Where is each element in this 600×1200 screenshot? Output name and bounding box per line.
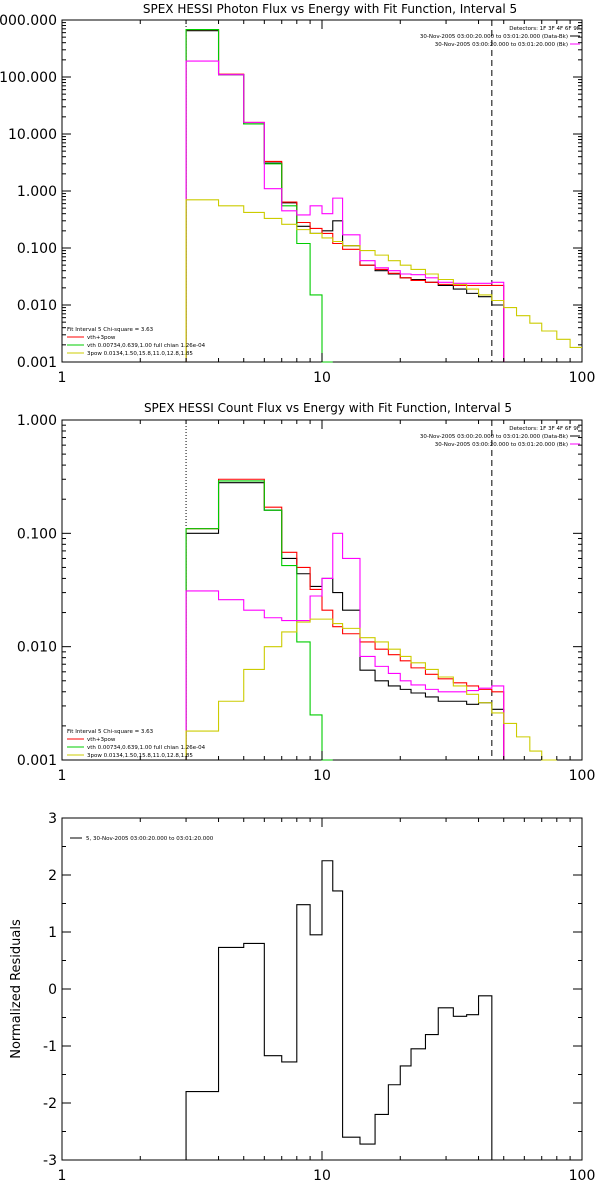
photon-flux-x-tick-label: 1 <box>58 370 67 386</box>
residuals-y-tick-label: -2 <box>43 1096 57 1112</box>
count-flux-y-tick-label: 0.010 <box>17 640 57 656</box>
photon-flux-legend-bk: 30-Nov-2005 03:00:20.000 to 03:01:20.000… <box>435 42 568 48</box>
count-flux-legend-right: Detectors: 1F 3F 4F 6F 9F 30-Nov-2005 03… <box>420 426 580 448</box>
residuals-y-tick-label: 3 <box>48 811 57 827</box>
count-flux-legend-detectors: Detectors: 1F 3F 4F 6F 9F <box>509 426 580 432</box>
photon-flux-x-tick-label: 10 <box>313 370 331 386</box>
residuals-legend: 5, 30-Nov-2005 03:00:20.000 to 03:01:20.… <box>70 836 214 842</box>
count-flux-series-0 <box>185 482 505 760</box>
count-flux-series-1 <box>185 478 505 760</box>
count-flux-chart: SPEX HESSI Count Flux vs Energy with Fit… <box>17 401 595 784</box>
photon-flux-legend-right: Detectors: 1F 3F 4F 6F 9F 30-Nov-2005 03… <box>420 26 580 48</box>
photon-flux-title: SPEX HESSI Photon Flux vs Energy with Fi… <box>143 2 517 16</box>
photon-flux-chart: SPEX HESSI Photon Flux vs Energy with Fi… <box>0 2 595 386</box>
photon-flux-legend-3pow: 3pow 0.0134,1.50,15.8,11.0,12.8,1.85 <box>87 351 193 357</box>
photon-flux-y-tick-label: 10.000 <box>8 127 57 143</box>
photon-flux-y-tick-label: 0.001 <box>17 355 57 371</box>
count-flux-legend-3pow: 3pow 0.0134,1.50,15.8,11.0,12.8,1.85 <box>87 753 193 759</box>
photon-flux-legend-fit: Fit Interval 5 Chi-square = 3.63 <box>67 327 154 333</box>
photon-flux-y-tick-label: 0.100 <box>17 241 57 257</box>
residuals-y-axis-label: Normalized Residuals <box>9 919 24 1059</box>
count-flux-y-tick-label: 0.001 <box>17 753 57 769</box>
residuals-axes: 1 10 100 -3 -2 -1 0 1 2 3 <box>43 811 595 1184</box>
photon-flux-legend-vth3pow: vth+3pow <box>87 335 116 341</box>
photon-flux-legend-left: Fit Interval 5 Chi-square = 3.63 vth+3po… <box>67 327 206 357</box>
count-flux-series-3 <box>185 532 505 760</box>
count-flux-axes: 1 10 100 0.001 0.010 0.100 1.000 <box>17 413 595 784</box>
residuals-chart: 1 10 100 -3 -2 -1 0 1 2 3 Normalized Residuals 5,… <box>9 811 595 1184</box>
count-flux-y-tick-label: 1.000 <box>17 413 57 429</box>
photon-flux-axes: 1 10 100 0.001 0.010 0.100 1.000 10.000 100.000 1… <box>0 13 595 386</box>
photon-flux-y-tick-label: 1.000 <box>17 184 57 200</box>
count-flux-legend-bk: 30-Nov-2005 03:00:20.000 to 03:01:20.000… <box>435 442 568 448</box>
residuals-y-tick-label: 0 <box>48 982 57 998</box>
photon-flux-series-3 <box>185 60 505 362</box>
count-flux-legend-vth3pow: vth+3pow <box>87 737 116 743</box>
photon-flux-series-2 <box>185 29 333 363</box>
photon-flux-series-4 <box>185 199 582 362</box>
photon-flux-series-group <box>185 20 582 363</box>
photon-flux-x-tick-label: 100 <box>569 370 596 386</box>
residuals-x-tick-label: 100 <box>569 1168 596 1184</box>
residuals-y-tick-label: -3 <box>43 1153 57 1169</box>
photon-flux-legend-detectors: Detectors: 1F 3F 4F 6F 9F <box>509 26 580 32</box>
count-flux-series-group <box>185 420 557 761</box>
photon-flux-series-0 <box>185 30 505 362</box>
photon-flux-y-tick-label: 0.010 <box>17 298 57 314</box>
count-flux-series-4 <box>185 618 557 761</box>
count-flux-title: SPEX HESSI Count Flux vs Energy with Fit… <box>144 401 512 415</box>
residuals-y-tick-label: 1 <box>48 925 57 941</box>
residuals-legend-label: 5, 30-Nov-2005 03:00:20.000 to 03:01:20.… <box>86 836 214 842</box>
count-flux-x-tick-label: 10 <box>313 768 331 784</box>
count-flux-legend-left: Fit Interval 5 Chi-square = 3.63 vth+3po… <box>67 729 206 759</box>
residuals-x-tick-label: 10 <box>313 1168 331 1184</box>
photon-flux-legend-vth: vth 0.00734,0.639,1.00 full chian 1.26e-… <box>87 343 206 349</box>
count-flux-series-2 <box>185 480 333 761</box>
count-flux-x-tick-label: 100 <box>569 768 596 784</box>
photon-flux-series-1 <box>185 29 505 362</box>
count-flux-legend-data: 30-Nov-2005 03:00:20.000 to 03:01:20.000… <box>420 434 568 440</box>
photon-flux-legend-data: 30-Nov-2005 03:00:20.000 to 03:01:20.000… <box>420 34 568 40</box>
residuals-y-tick-label: 2 <box>48 868 57 884</box>
residuals-y-tick-label: -1 <box>43 1039 57 1055</box>
residuals-series-group <box>185 860 493 1160</box>
count-flux-y-tick-label: 0.100 <box>17 526 57 542</box>
residuals-series-0 <box>185 860 493 1160</box>
photon-flux-y-tick-label: 100.000 <box>0 70 57 86</box>
count-flux-legend-fit: Fit Interval 5 Chi-square = 3.63 <box>67 729 154 735</box>
residuals-x-tick-label: 1 <box>58 1168 67 1184</box>
count-flux-x-tick-label: 1 <box>58 768 67 784</box>
count-flux-legend-vth: vth 0.00734,0.639,1.00 full chian 1.26e-… <box>87 745 206 751</box>
